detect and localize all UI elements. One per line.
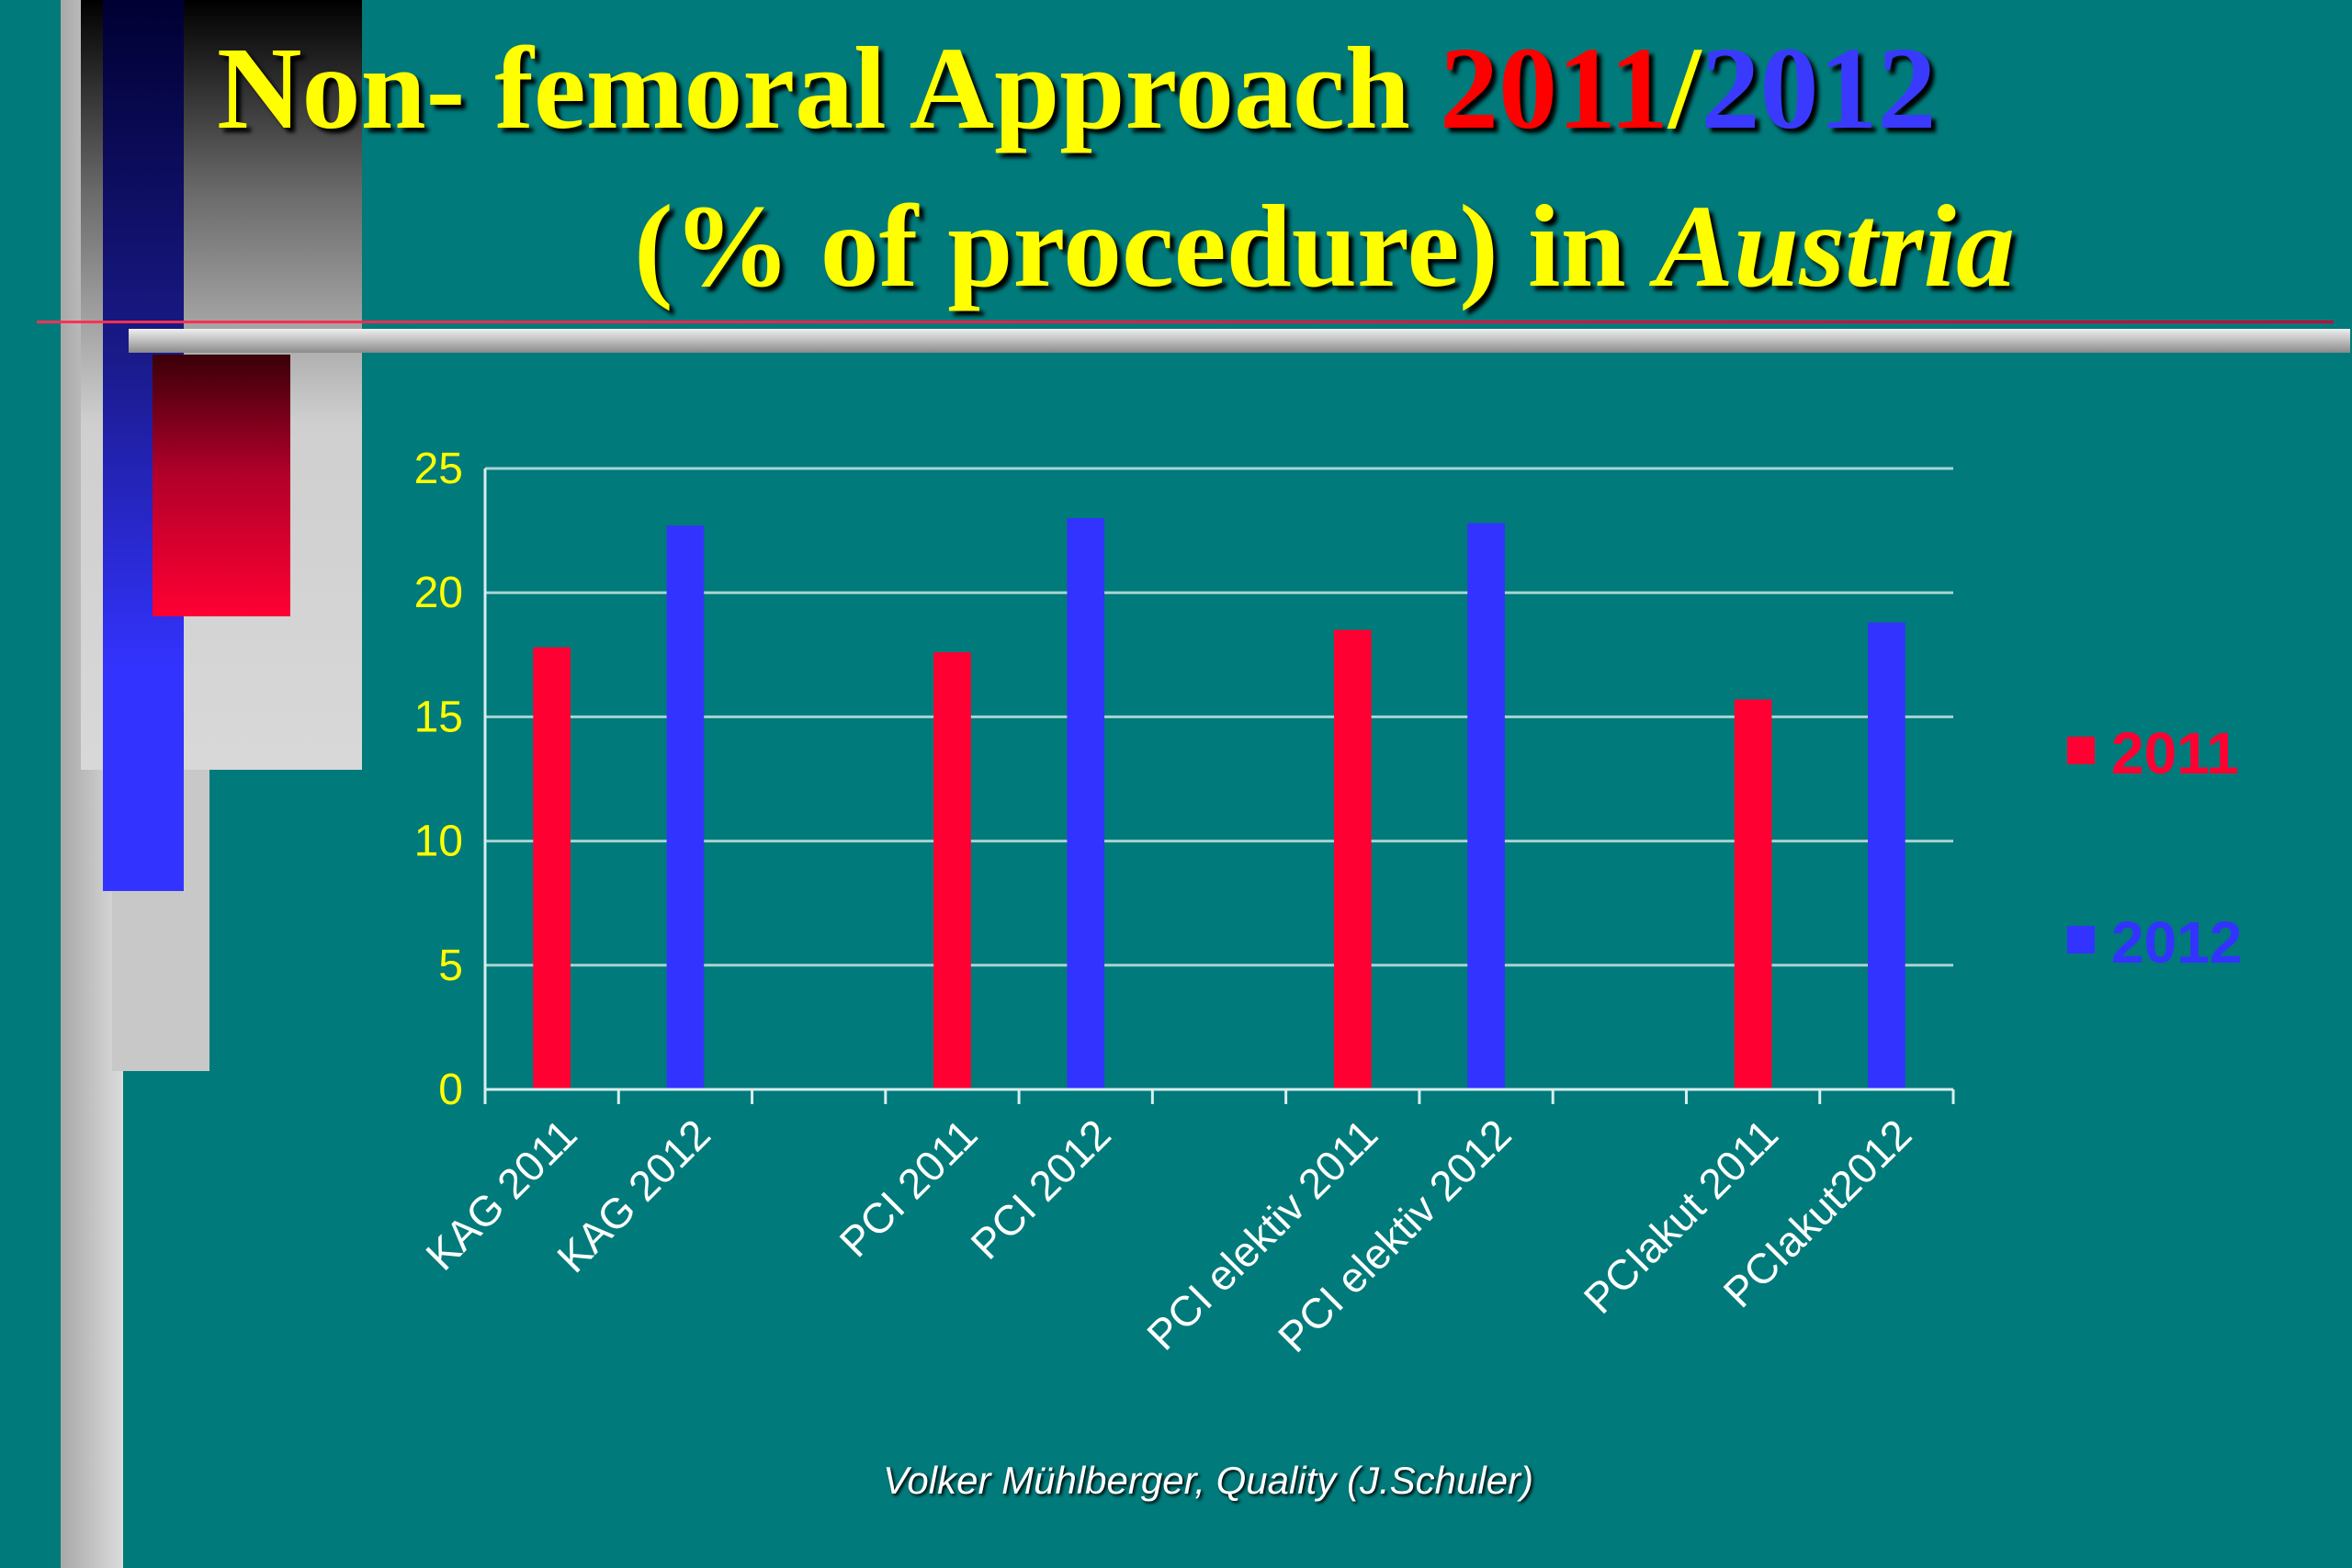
- bar-2011: [533, 647, 571, 1089]
- deco-gray-bar: [129, 329, 2350, 353]
- legend-label-2012: 2012: [2111, 909, 2242, 976]
- y-tick-label: 15: [414, 693, 463, 741]
- title-text: Non- femoral Approach: [217, 23, 1440, 153]
- legend-label-2011: 2011: [2111, 720, 2239, 786]
- deco-red-block: [153, 355, 290, 616]
- y-tick-label: 25: [414, 445, 463, 493]
- x-category-label: PCI elektiv 2011: [1137, 1110, 1386, 1359]
- slide-title-line2: (% of procedure) in Austria: [634, 176, 2015, 318]
- legend-swatch-2012: [2067, 926, 2095, 953]
- title-place: Austria: [1655, 181, 2015, 311]
- x-category-label: PCI 2011: [831, 1110, 987, 1266]
- title-year-2011: 2011: [1439, 23, 1668, 153]
- title-subtext: (% of procedure) in: [634, 181, 1656, 311]
- y-tick-label: 5: [438, 942, 463, 990]
- bar-2011: [1734, 699, 1772, 1089]
- legend-swatch-2011: [2067, 737, 2095, 764]
- y-tick-label: 10: [414, 818, 463, 866]
- x-category-label: PCI 2012: [961, 1110, 1119, 1268]
- y-tick-label: 0: [438, 1066, 463, 1114]
- slide-title-line1: Non- femoral Approach 2011/2012: [217, 18, 1936, 160]
- bar-2012: [1868, 622, 1905, 1089]
- bar-2012: [1467, 523, 1505, 1089]
- title-separator: /: [1668, 23, 1702, 153]
- y-tick-label: 20: [414, 569, 463, 617]
- deco-red-line: [37, 321, 2334, 323]
- title-year-2012: 2012: [1701, 23, 1937, 153]
- bar-2011: [1333, 629, 1372, 1089]
- bar-2012: [1067, 518, 1105, 1089]
- credit-text: Volker Mühlberger, Quality (J.Schuler): [882, 1459, 1534, 1502]
- bar-2012: [666, 525, 705, 1089]
- bar-2011: [933, 652, 971, 1089]
- x-category-label: PCI elektiv 2012: [1269, 1110, 1521, 1361]
